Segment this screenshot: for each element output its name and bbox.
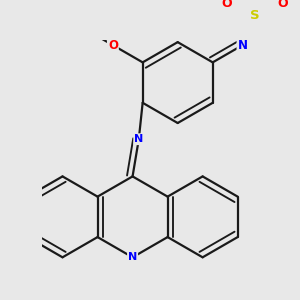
Text: O: O: [108, 39, 118, 52]
Text: O: O: [278, 0, 288, 10]
Text: N: N: [128, 252, 137, 262]
Text: S: S: [250, 9, 260, 22]
Text: N: N: [238, 39, 248, 52]
Text: O: O: [222, 0, 232, 10]
Text: N: N: [134, 134, 143, 144]
